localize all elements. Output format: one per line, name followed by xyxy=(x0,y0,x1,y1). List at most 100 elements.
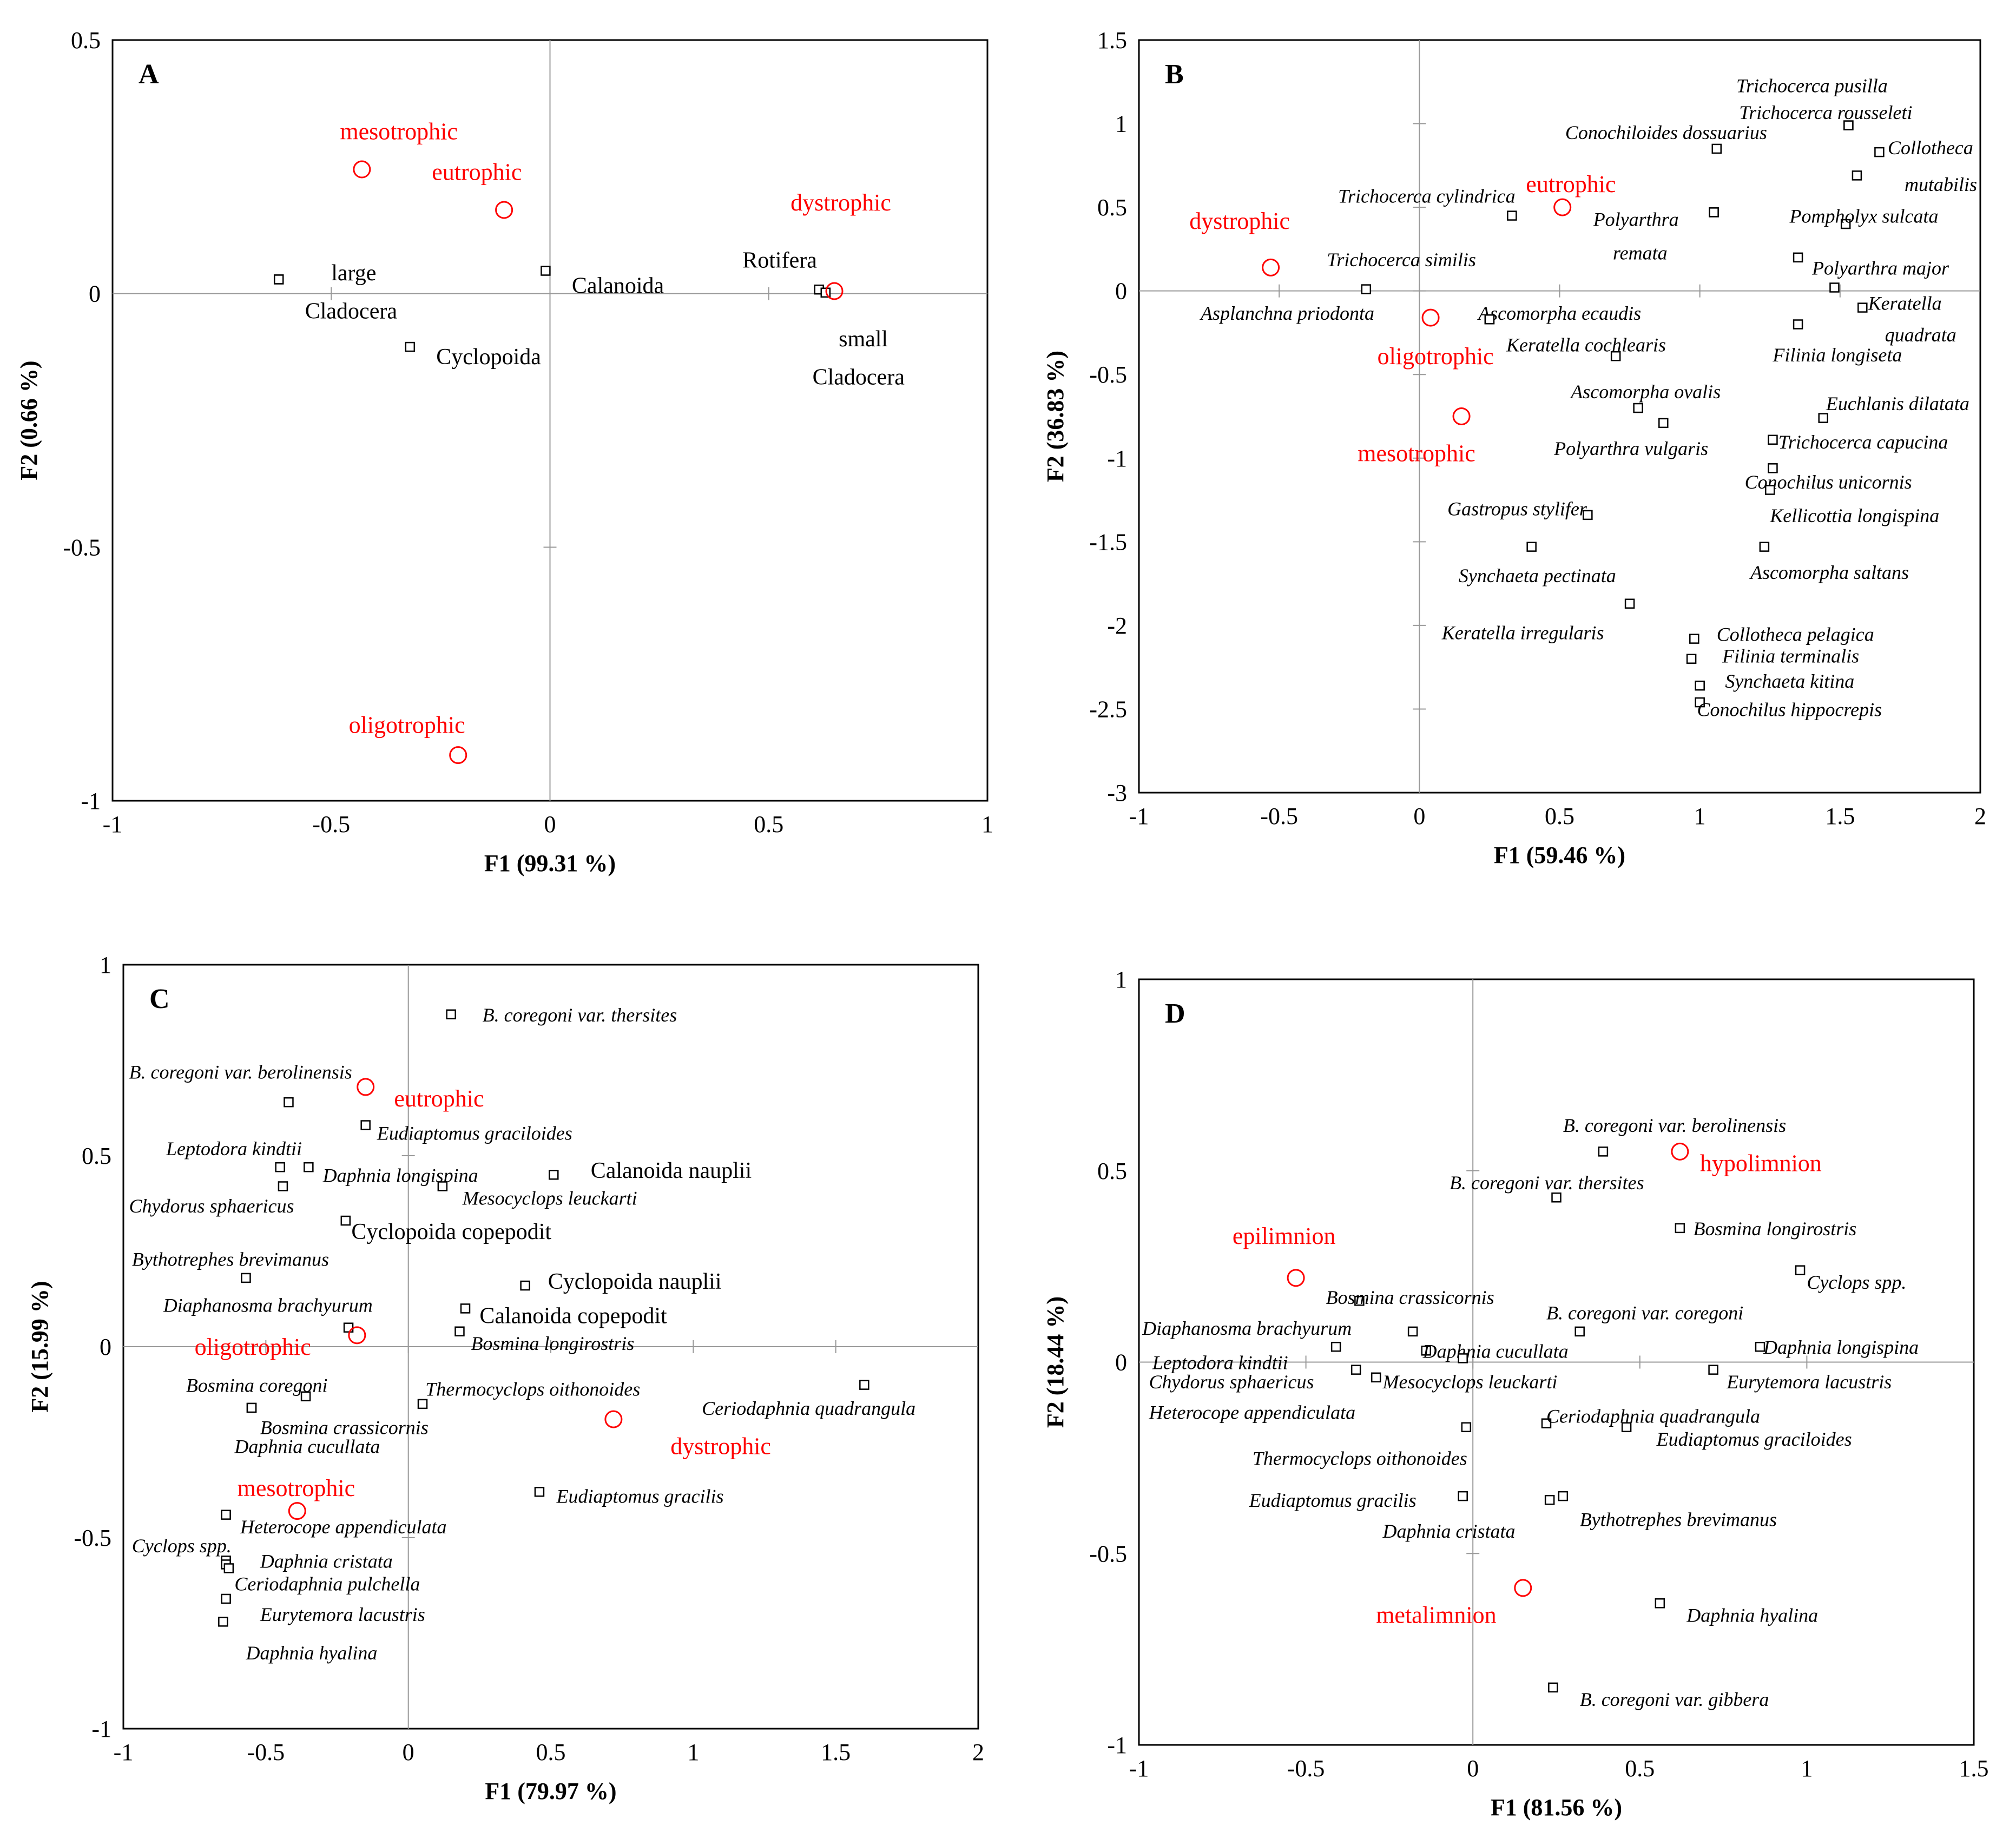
x-tick-label: 1.5 xyxy=(821,1739,851,1765)
species-label: Bosmina longirostris xyxy=(1694,1218,1857,1240)
species-point xyxy=(437,1181,448,1191)
species-label: remata xyxy=(1613,242,1668,264)
site-point xyxy=(353,160,371,179)
species-label: small xyxy=(839,327,888,352)
species-point xyxy=(405,341,416,352)
species-point xyxy=(1655,1598,1665,1609)
species-label: Heterocope appendiculata xyxy=(240,1516,447,1538)
species-label: Trichocerca cylindrica xyxy=(1338,185,1516,207)
species-label: Keratella xyxy=(1868,292,1942,314)
y-axis-title: F2 (15.99 %) xyxy=(27,1281,53,1412)
species-point xyxy=(534,1487,545,1497)
species-point xyxy=(1658,418,1669,429)
species-label: Daphnia longispina xyxy=(1763,1336,1919,1358)
species-point xyxy=(1852,170,1862,181)
species-point xyxy=(1829,282,1840,293)
species-label: Ceriodaphnia pulchella xyxy=(234,1573,420,1595)
site-point xyxy=(1514,1579,1532,1597)
species-label: Eudiaptomus gracilis xyxy=(1249,1490,1417,1511)
x-tick-label: 0.5 xyxy=(1545,803,1574,829)
species-point xyxy=(520,1280,530,1291)
x-axis-title: F1 (81.56 %) xyxy=(1491,1794,1622,1821)
x-tick-label: -1 xyxy=(103,811,123,838)
species-label: Diaphanosma brachyurum xyxy=(1142,1317,1352,1339)
species-point xyxy=(1548,1682,1558,1693)
site-label: dystrophic xyxy=(790,189,891,216)
species-label: Heterocope appendiculata xyxy=(1149,1401,1356,1423)
species-label: Cyclopoida nauplii xyxy=(548,1269,722,1294)
species-point xyxy=(1759,542,1770,552)
species-label: Mesocyclops leuckarti xyxy=(1382,1371,1558,1393)
species-point xyxy=(1768,463,1778,473)
site-label: eutrophic xyxy=(432,159,522,186)
species-label: Calanoida copepodit xyxy=(479,1304,667,1329)
species-point xyxy=(1421,1346,1432,1356)
y-axis-title: F2 (36.83 %) xyxy=(1042,351,1069,482)
species-point xyxy=(273,274,284,285)
species-point xyxy=(1708,1365,1718,1375)
panel-letter: C xyxy=(149,984,170,1014)
species-label: Ceriodaphnia quadrangula xyxy=(702,1398,915,1419)
site-point xyxy=(348,1326,366,1345)
species-point xyxy=(300,1391,311,1402)
species-label: B. coregoni var. berolinensis xyxy=(129,1062,352,1083)
species-label: Polyarthra vulgaris xyxy=(1553,438,1708,459)
species-point xyxy=(1624,598,1635,609)
species-label: Daphnia hyalina xyxy=(245,1642,377,1664)
species-label: Collotheca xyxy=(1888,137,1973,159)
species-label: Kellicottia longispina xyxy=(1769,505,1939,526)
species-label: Daphnia longispina xyxy=(322,1164,478,1186)
y-tick-label: 1 xyxy=(1115,966,1127,993)
species-point xyxy=(1633,403,1643,413)
y-axis-title: F2 (18.44 %) xyxy=(1042,1296,1069,1428)
site-point xyxy=(1553,198,1572,216)
species-label: Daphnia cucullata xyxy=(234,1436,380,1458)
species-point xyxy=(340,1215,351,1226)
species-label: Leptodora kindtii xyxy=(166,1138,302,1159)
species-point xyxy=(1793,252,1803,263)
species-point xyxy=(218,1617,228,1627)
species-point xyxy=(1583,510,1593,520)
species-label: Daphnia cristata xyxy=(1382,1520,1516,1542)
species-point xyxy=(1458,1491,1468,1501)
species-label: Pompholyx sulcata xyxy=(1789,206,1939,227)
y-tick-label: -3 xyxy=(1107,780,1127,806)
species-point xyxy=(221,1510,231,1520)
species-label: Bythotrephes brevimanus xyxy=(132,1249,329,1270)
site-point xyxy=(1287,1269,1305,1287)
species-label: Trichocerca capucina xyxy=(1778,431,1948,453)
x-tick-label: 2 xyxy=(1974,803,1986,829)
species-label: Rotifera xyxy=(742,248,817,273)
species-point xyxy=(1621,1422,1632,1433)
y-tick-label: 0 xyxy=(1115,278,1127,305)
species-point xyxy=(1755,1341,1765,1352)
species-label: Leptodora kindtii xyxy=(1152,1352,1288,1374)
species-point xyxy=(1874,147,1885,157)
y-tick-label: -2.5 xyxy=(1089,696,1127,722)
species-point xyxy=(1558,1491,1569,1501)
y-tick-label: 0 xyxy=(100,1334,111,1360)
x-tick-label: 0.5 xyxy=(1625,1755,1655,1782)
species-label: Diaphanosma brachyurum xyxy=(163,1294,373,1316)
species-point xyxy=(1371,1372,1381,1383)
species-label: Cyclops spp. xyxy=(1807,1271,1906,1293)
x-tick-label: -1 xyxy=(1129,1755,1149,1782)
y-tick-label: -0.5 xyxy=(63,534,101,561)
species-label: Synchaeta pectinata xyxy=(1459,565,1616,587)
species-label: mutabilis xyxy=(1905,174,1977,195)
species-label: Eudiaptomus gracilis xyxy=(556,1485,724,1507)
species-label: Bosmina crassicornis xyxy=(260,1416,429,1438)
x-tick-label: 1.5 xyxy=(1825,803,1855,829)
species-point xyxy=(304,1162,314,1172)
species-point xyxy=(1407,1326,1418,1337)
species-label: Trichocerca similis xyxy=(1327,249,1476,271)
x-tick-label: -1 xyxy=(114,1739,134,1765)
species-point xyxy=(1330,1341,1341,1352)
species-label: large xyxy=(331,261,376,286)
x-tick-label: -1 xyxy=(1129,803,1149,829)
species-point xyxy=(1857,302,1868,313)
species-point xyxy=(1507,210,1517,221)
species-point xyxy=(1541,1418,1552,1428)
y-tick-label: 0.5 xyxy=(82,1143,111,1169)
site-point xyxy=(1452,407,1471,425)
